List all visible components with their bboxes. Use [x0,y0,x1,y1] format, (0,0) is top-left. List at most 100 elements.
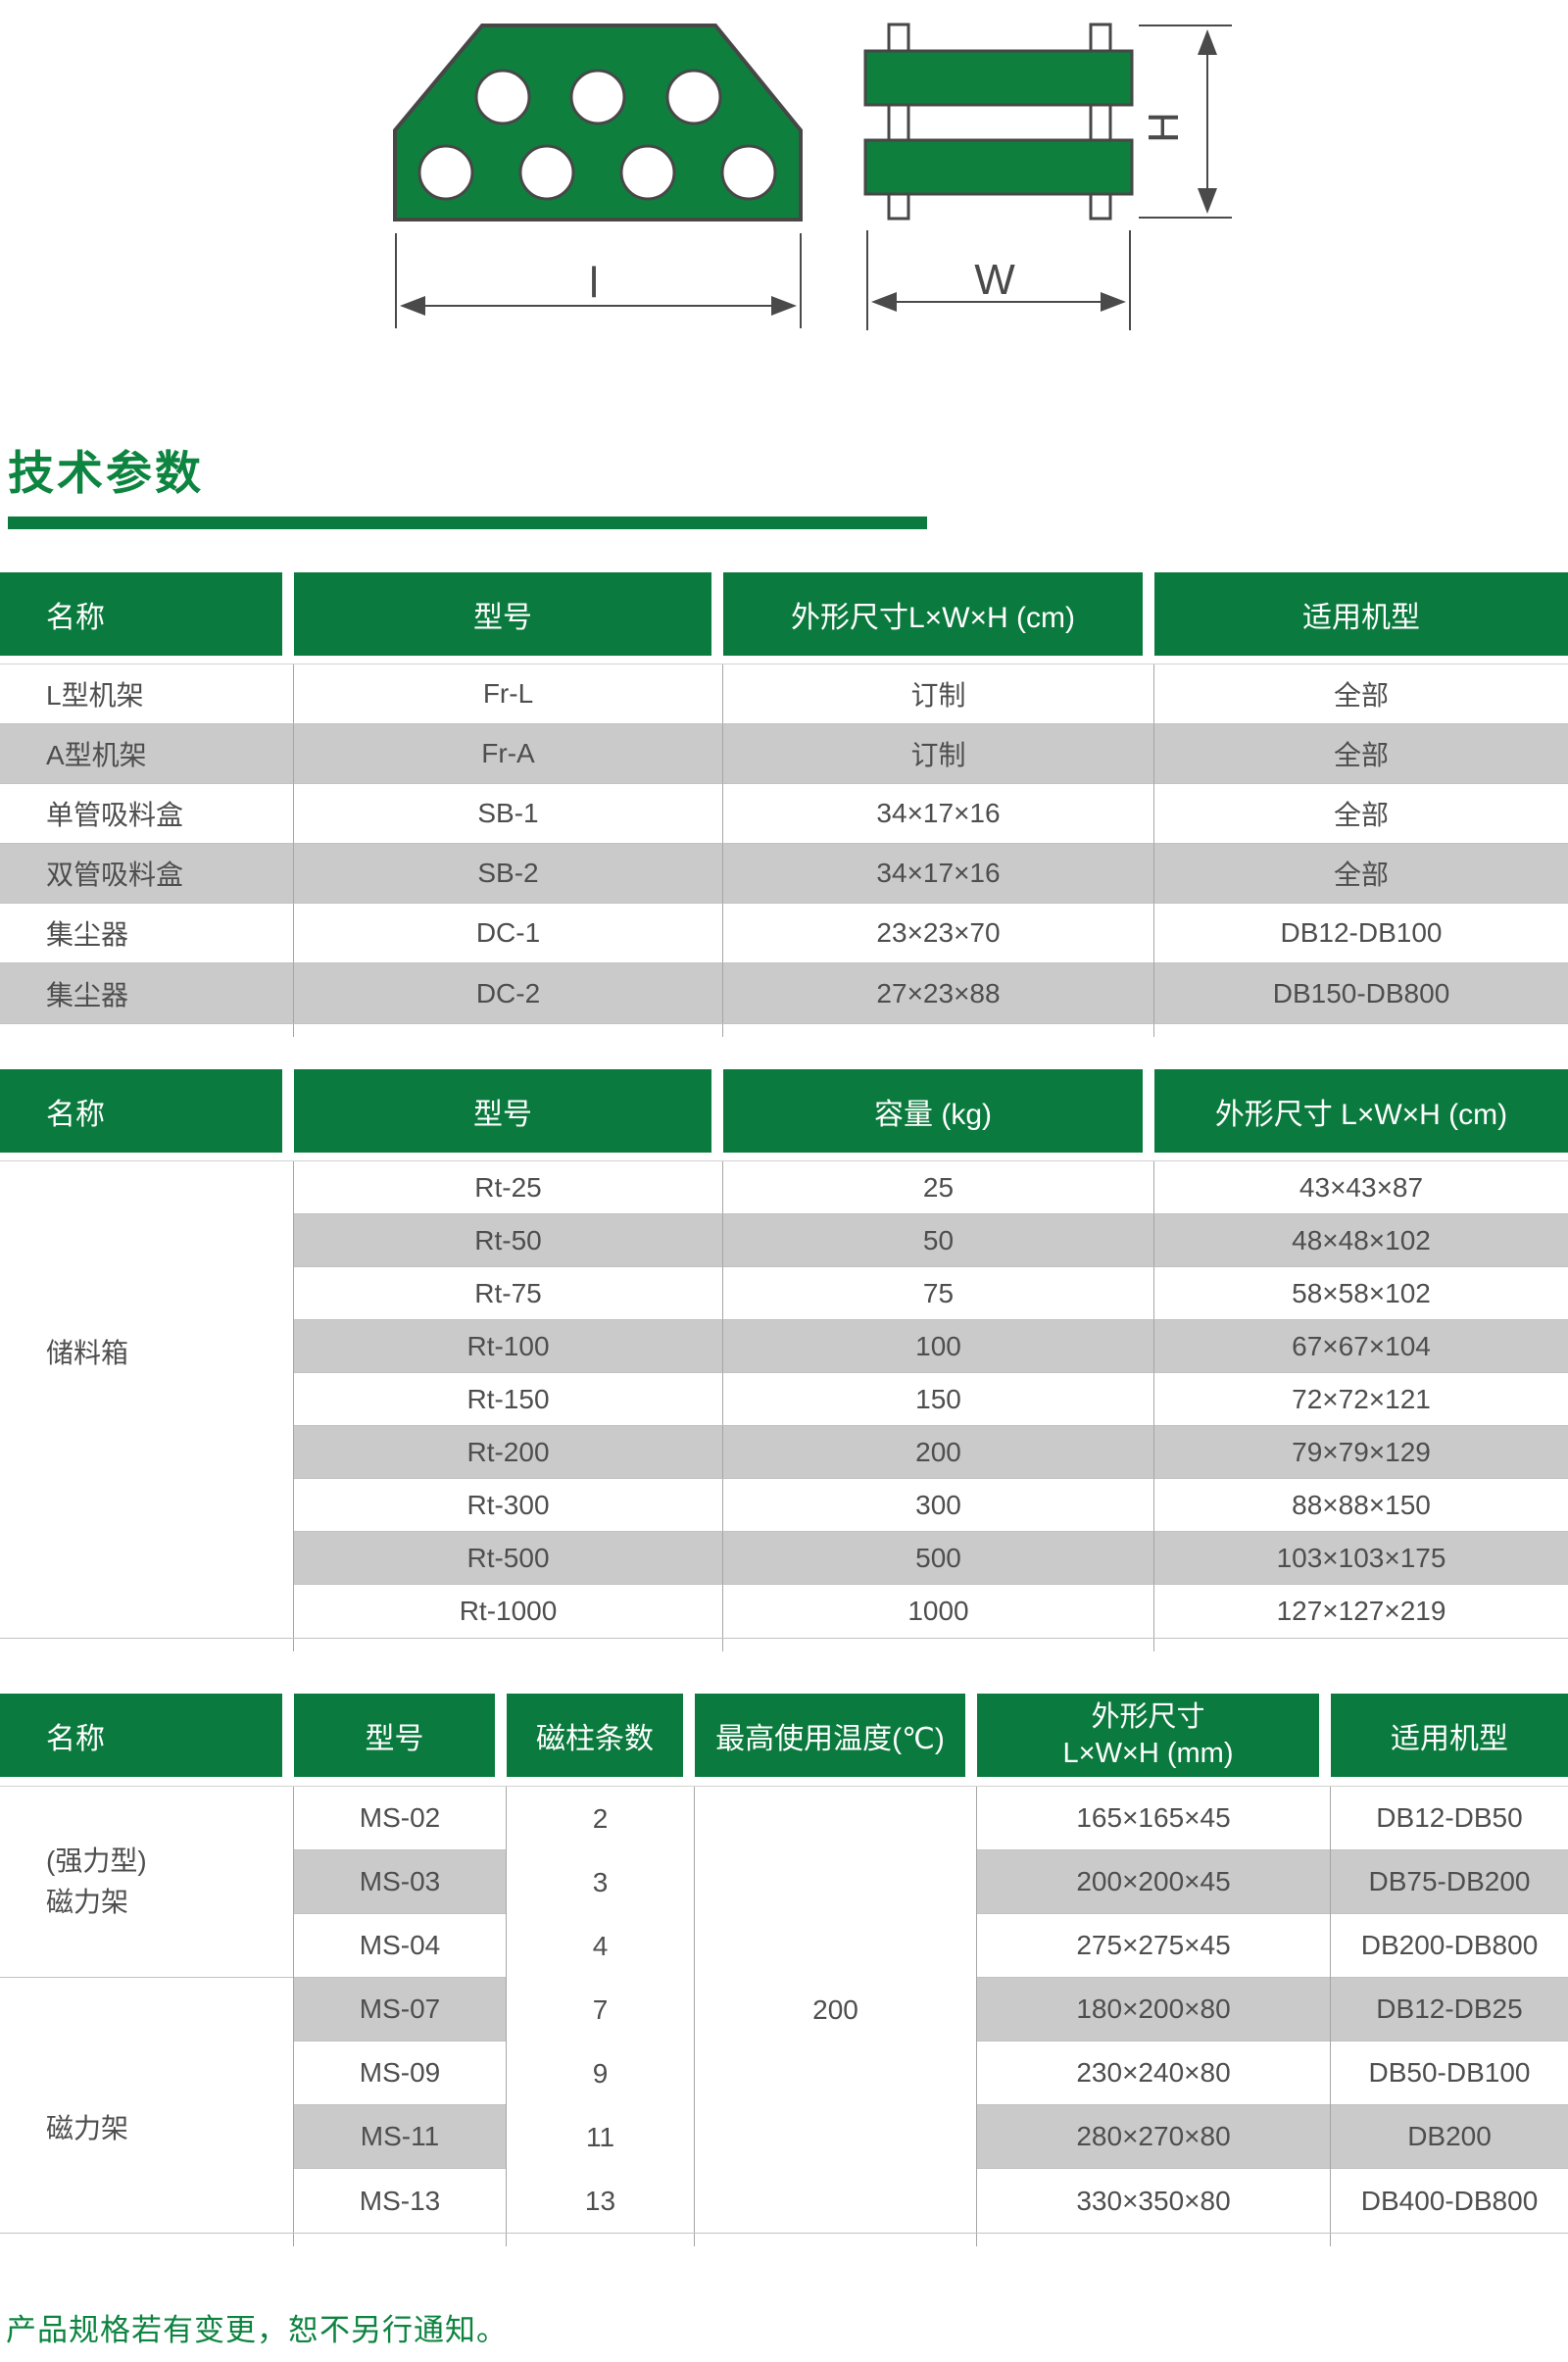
cell: DB200-DB800 [1331,1914,1568,1978]
cell: Rt-25 [294,1161,723,1214]
cell: 500 [723,1532,1154,1585]
cell: SB-1 [294,784,723,844]
table-body: (强力型) 磁力架 磁力架 MS-02 MS-03 MS-04 MS-07 MS… [0,1786,1568,2234]
cell: 4 [507,1914,694,1978]
cell: 订制 [723,664,1154,724]
cell: 50 [723,1214,1154,1267]
cell: A型机架 [0,724,294,784]
cell: 34×17×16 [723,844,1154,904]
table-accessories: 名称 型号 外形尺寸L×W×H (cm) 适用机型 L型机架 Fr-L 订制 全… [0,572,1568,1037]
merged-group-cell: 储料箱 [0,1161,294,1638]
header-cell: 外形尺寸 L×W×H (mm) [977,1694,1331,1777]
cell: Fr-L [294,664,723,724]
cell: Rt-500 [294,1532,723,1585]
width-label: W [974,256,1015,304]
cell: 280×270×80 [977,2105,1330,2169]
cell: 25 [723,1161,1154,1214]
header-cell: 磁柱条数 [507,1694,695,1777]
cell: DC-2 [294,963,723,1023]
cell: 75 [723,1267,1154,1320]
cell: DB75-DB200 [1331,1850,1568,1914]
table-row: 集尘器 DC-1 23×23×70 DB12-DB100 [0,904,1568,963]
cell: 全部 [1154,724,1568,784]
cell: 127×127×219 [1154,1585,1568,1638]
cell: MS-07 [294,1978,506,2042]
header-cell: 外形尺寸 L×W×H (cm) [1154,1069,1568,1153]
cell: 180×200×80 [977,1978,1330,2042]
cell: 集尘器 [0,904,294,963]
cell: 275×275×45 [977,1914,1330,1978]
cell: Rt-300 [294,1479,723,1532]
cell: Rt-200 [294,1426,723,1479]
cell: 48×48×102 [1154,1214,1568,1267]
header-cell: 名称 [0,1694,294,1777]
cell: DB200 [1331,2105,1568,2169]
title-underline [8,517,927,529]
length-dimension [395,233,802,328]
header-cell: 最高使用温度(℃) [695,1694,977,1777]
table-row: 集尘器 DC-2 27×23×88 DB150-DB800 [0,963,1568,1023]
table-header-row: 名称 型号 容量 (kg) 外形尺寸 L×W×H (cm) [0,1069,1568,1153]
cell: 67×67×104 [1154,1320,1568,1373]
cell: 全部 [1154,844,1568,904]
cell: L型机架 [0,664,294,724]
group-label: 磁力架 [46,1887,129,1917]
cell: MS-11 [294,2105,506,2169]
cell: MS-13 [294,2169,506,2233]
dimensions-column: 165×165×45 200×200×45 275×275×45 180×200… [977,1787,1331,2233]
table-row: 单管吸料盒 SB-1 34×17×16 全部 [0,784,1568,844]
max-temp-merged-cell: 200 [695,1787,977,2233]
cell: 200×200×45 [977,1850,1330,1914]
cell: DB400-DB800 [1331,2169,1568,2233]
group-label: 储料箱 [46,1338,129,1368]
group-label: 磁力架 [46,2113,129,2143]
cell: 230×240×80 [977,2042,1330,2105]
width-dimension [866,230,1131,330]
max-temp-value: 200 [812,1993,858,2025]
table-row: L型机架 Fr-L 订制 全部 [0,664,1568,724]
table-header-row: 名称 型号 磁柱条数 最高使用温度(℃) 外形尺寸 L×W×H (mm) 适用机… [0,1694,1568,1777]
header-cell: 外形尺寸L×W×H (cm) [723,572,1154,656]
cell: Rt-50 [294,1214,723,1267]
table-bottom-ticks [0,2234,1568,2246]
cell: Rt-75 [294,1267,723,1320]
cell: 7 [507,1978,694,2042]
merged-group-cell: (强力型) 磁力架 [0,1787,293,1978]
cell: 103×103×175 [1154,1532,1568,1585]
header-cell: 适用机型 [1154,572,1568,656]
cell: 9 [507,2042,694,2105]
table-header-row: 名称 型号 外形尺寸L×W×H (cm) 适用机型 [0,572,1568,656]
table-magnetic-racks: 名称 型号 磁柱条数 最高使用温度(℃) 外形尺寸 L×W×H (mm) 适用机… [0,1694,1568,2246]
cell: 300 [723,1479,1154,1532]
table-bottom-ticks [0,1639,1568,1651]
table-storage-tanks: 名称 型号 容量 (kg) 外形尺寸 L×W×H (cm) 储料箱 Rt-25 2… [0,1069,1568,1651]
cell: Rt-1000 [294,1585,723,1638]
cell: 150 [723,1373,1154,1426]
cell: DC-1 [294,904,723,963]
cell: DB12-DB25 [1331,1978,1568,2042]
table-body: L型机架 Fr-L 订制 全部 A型机架 Fr-A 订制 全部 单管吸料盒 SB… [0,664,1568,1024]
table-row: 双管吸料盒 SB-2 34×17×16 全部 [0,844,1568,904]
header-cell: 型号 [294,572,723,656]
side-view [863,23,1134,221]
cell: 200 [723,1426,1154,1479]
header-cell: 型号 [294,1069,723,1153]
cell: 全部 [1154,784,1568,844]
cell: MS-09 [294,2042,506,2105]
header-cell: 适用机型 [1331,1694,1568,1777]
header-line: 外形尺寸 [1091,1701,1205,1734]
header-cell: 名称 [0,572,294,656]
table-body: 储料箱 Rt-25 25 43×43×87 Rt-50 50 48×48×102 Rt-… [0,1160,1568,1639]
cell: DB150-DB800 [1154,963,1568,1023]
header-cell: 型号 [294,1694,507,1777]
cell: 3 [507,1850,694,1914]
cell: 330×350×80 [977,2169,1330,2233]
cell: Fr-A [294,724,723,784]
table-bottom-ticks [0,1024,1568,1037]
length-label: l [589,259,599,307]
cell: 集尘器 [0,963,294,1023]
section-title: 技术参数 [8,447,204,499]
cell: Rt-150 [294,1373,723,1426]
cell: Rt-100 [294,1320,723,1373]
